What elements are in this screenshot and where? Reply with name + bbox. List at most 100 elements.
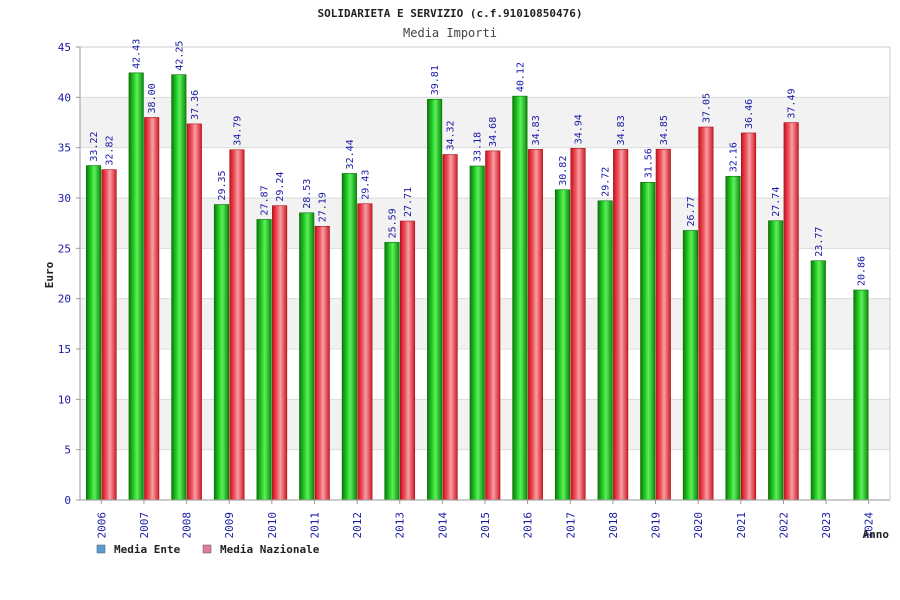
y-tick-label: 45 — [58, 41, 71, 54]
value-label: 29.24 — [275, 172, 286, 202]
x-tick-label: 2024 — [863, 512, 876, 539]
value-label: 29.72 — [601, 167, 612, 197]
value-label: 33.22 — [89, 131, 100, 161]
value-label: 34.68 — [488, 117, 499, 147]
x-tick-label: 2011 — [308, 512, 321, 539]
x-tick-label: 2014 — [436, 512, 449, 539]
x-tick-label: 2008 — [181, 512, 194, 539]
value-label: 32.44 — [345, 139, 356, 169]
y-tick-label: 30 — [58, 192, 71, 205]
chart-title: SOLIDARIETA E SERVIZIO (c.f.91010850476) — [318, 7, 583, 20]
bar-media-ente-2021 — [725, 175, 741, 501]
y-tick-label: 15 — [58, 343, 71, 356]
y-tick-label: 35 — [58, 142, 71, 155]
x-tick-label: 2013 — [394, 512, 407, 539]
x-tick-label: 2017 — [564, 512, 577, 539]
bar-media-ente-2024 — [853, 289, 869, 501]
chart-subtitle: Media Importi — [403, 26, 497, 40]
y-tick-label: 10 — [58, 393, 71, 406]
bar-media-ente-2018 — [597, 200, 613, 501]
value-label: 37.05 — [701, 93, 712, 123]
legend-swatch-media-nazionale — [202, 544, 212, 554]
x-tick-label: 2016 — [522, 512, 535, 539]
bar-media-nazionale-2021 — [740, 132, 757, 501]
bar-media-nazionale-2012 — [357, 203, 373, 501]
bar-media-nazionale-2014 — [442, 154, 458, 501]
bar-media-ente-2007 — [128, 72, 144, 501]
bar-media-nazionale-2008 — [186, 123, 202, 501]
y-axis-label: Euro — [43, 261, 56, 288]
x-tick-label: 2019 — [650, 512, 663, 539]
bar-media-ente-2013 — [384, 242, 400, 501]
x-tick-label: 2012 — [351, 512, 364, 539]
bar-media-ente-2020 — [682, 230, 698, 501]
bar-media-ente-2022 — [768, 220, 784, 501]
x-tick-label: 2018 — [607, 512, 620, 539]
legend: Media Ente Media Nazionale — [96, 543, 320, 556]
value-label: 32.16 — [729, 142, 740, 172]
y-tick-label: 20 — [58, 293, 71, 306]
bar-media-ente-2008 — [171, 74, 187, 501]
value-label: 42.43 — [132, 39, 143, 69]
value-label: 34.83 — [616, 115, 627, 145]
bars — [86, 72, 869, 501]
value-label: 23.77 — [814, 227, 825, 257]
x-tick-label: 2007 — [138, 512, 151, 539]
bar-media-ente-2015 — [469, 165, 485, 501]
value-label: 38.00 — [147, 83, 158, 113]
value-label: 39.81 — [430, 65, 441, 95]
value-label: 31.56 — [643, 148, 654, 178]
value-label: 34.85 — [659, 115, 670, 145]
bar-media-ente-2019 — [640, 181, 656, 501]
bar-media-nazionale-2006 — [101, 169, 117, 501]
y-tick-label: 40 — [58, 91, 71, 104]
bar-media-nazionale-2010 — [272, 205, 288, 501]
bar-media-nazionale-2018 — [613, 149, 629, 501]
x-tick-label: 2006 — [95, 512, 108, 539]
bar-media-nazionale-2017 — [570, 147, 586, 501]
value-label: 34.32 — [446, 120, 457, 150]
value-label: 27.71 — [403, 187, 414, 217]
bar-media-nazionale-2022 — [783, 122, 799, 501]
x-tick-label: 2022 — [777, 512, 790, 539]
y-tick-label: 0 — [64, 494, 71, 507]
value-label: 20.86 — [856, 256, 867, 286]
value-label: 36.46 — [744, 99, 755, 129]
bar-media-nazionale-2016 — [527, 149, 543, 501]
value-label: 30.82 — [558, 156, 569, 186]
bar-media-nazionale-2020 — [698, 126, 714, 501]
value-label: 34.79 — [232, 116, 243, 146]
bar-media-ente-2010 — [256, 219, 272, 501]
bar-media-ente-2009 — [213, 204, 230, 501]
x-tick-label: 2015 — [479, 512, 492, 539]
x-tick-label: 2023 — [820, 512, 833, 539]
bar-media-ente-2023 — [810, 260, 826, 501]
value-label: 37.49 — [787, 88, 798, 118]
bar-media-nazionale-2013 — [399, 220, 416, 501]
value-label: 37.36 — [190, 90, 201, 120]
y-axis: 0 5 10 15 20 25 30 35 40 45 — [58, 41, 81, 507]
x-tick-label: 2020 — [692, 512, 705, 539]
legend-label-media-nazionale: Media Nazionale — [220, 543, 320, 556]
bar-media-ente-2014 — [427, 98, 443, 501]
x-axis-label: Anno — [863, 528, 890, 541]
bar-media-ente-2006 — [86, 165, 102, 501]
bar-media-nazionale-2009 — [229, 149, 245, 501]
value-label: 27.87 — [260, 185, 271, 215]
bar-media-ente-2017 — [554, 189, 571, 501]
bar-media-ente-2012 — [341, 173, 357, 501]
legend-label-media-ente: Media Ente — [114, 543, 181, 556]
bar-media-nazionale-2011 — [314, 225, 330, 501]
plot-band — [80, 47, 890, 98]
x-tick-label: 2010 — [266, 512, 279, 539]
bar-media-nazionale-2007 — [144, 117, 160, 501]
value-labels: 33.22 32.82 42.43 38.00 42.25 37.36 29.35 34.79… — [89, 39, 867, 286]
value-label: 40.12 — [515, 62, 526, 92]
y-tick-label: 25 — [58, 242, 71, 255]
bar-media-ente-2011 — [299, 212, 315, 501]
value-label: 29.35 — [217, 170, 228, 200]
y-tick-label: 5 — [64, 444, 71, 457]
bar-media-nazionale-2019 — [655, 148, 671, 501]
value-label: 29.43 — [360, 170, 371, 200]
